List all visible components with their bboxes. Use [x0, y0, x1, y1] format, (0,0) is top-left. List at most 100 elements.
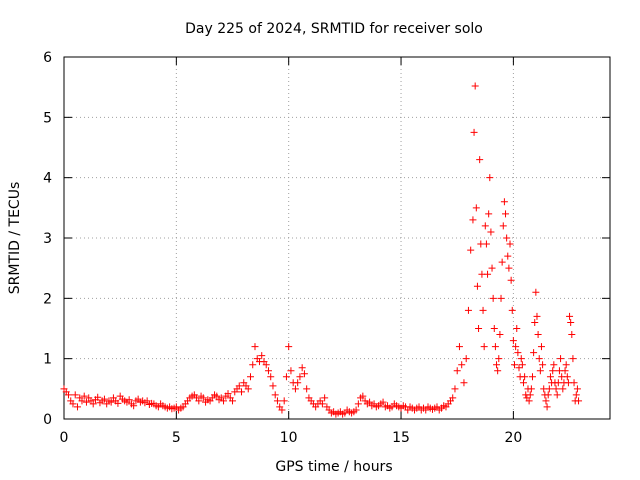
data-point — [273, 397, 281, 405]
data-point — [460, 379, 468, 387]
data-point — [544, 391, 552, 399]
data-point — [296, 373, 304, 381]
data-point — [493, 361, 501, 369]
y-tick-label: 4 — [43, 171, 52, 187]
data-point — [521, 373, 529, 381]
data-point — [566, 312, 574, 320]
data-point — [224, 390, 232, 398]
data-point — [464, 306, 472, 314]
data-point — [561, 367, 569, 375]
grid-layer — [64, 57, 610, 419]
data-point — [482, 240, 490, 248]
data-point — [504, 252, 512, 260]
data-point — [519, 379, 527, 387]
data-point — [497, 294, 505, 302]
data-point — [562, 361, 570, 369]
y-tick-label: 5 — [43, 110, 52, 126]
data-point — [238, 388, 246, 396]
data-point — [499, 222, 507, 230]
data-point — [285, 343, 293, 351]
data-point — [280, 397, 288, 405]
data-point — [298, 364, 306, 372]
data-point — [100, 395, 108, 403]
data-point — [484, 270, 492, 278]
data-point — [569, 355, 577, 363]
data-point — [539, 361, 547, 369]
data-point — [490, 325, 498, 332]
data-point — [458, 361, 466, 369]
data-point — [491, 343, 499, 351]
data-point — [557, 355, 565, 363]
data-point — [282, 373, 290, 381]
data-point — [494, 367, 502, 375]
data-point — [480, 343, 488, 351]
data-point — [512, 343, 520, 351]
data-point — [246, 373, 254, 381]
data-point — [291, 385, 299, 393]
data-point — [525, 397, 533, 405]
data-point — [486, 174, 494, 182]
data-point — [449, 394, 457, 402]
data-point — [73, 403, 81, 411]
data-point — [80, 392, 88, 400]
data-point — [530, 349, 538, 357]
data-point — [130, 402, 138, 410]
data-point — [496, 331, 504, 339]
data-point — [267, 373, 275, 381]
data-point — [481, 222, 489, 230]
data-point — [514, 349, 522, 357]
data-point — [354, 400, 362, 408]
data-point — [467, 246, 475, 254]
data-point — [94, 393, 102, 401]
data-point — [511, 361, 519, 369]
y-tick-label: 0 — [43, 412, 52, 428]
data-point — [515, 364, 523, 372]
data-point — [495, 355, 503, 363]
data-point — [543, 403, 551, 411]
chart-title: Day 225 of 2024, SRMTID for receiver sol… — [185, 21, 483, 37]
data-point — [537, 343, 545, 351]
data-point — [89, 400, 97, 408]
data-point — [518, 361, 526, 369]
data-point — [535, 355, 543, 363]
x-tick-label: 0 — [60, 430, 69, 446]
data-point — [303, 385, 311, 393]
data-point — [531, 318, 539, 326]
x-tick-label: 10 — [280, 430, 298, 446]
data-point — [262, 361, 270, 369]
x-tick-label: 20 — [504, 430, 522, 446]
points-layer — [60, 82, 583, 418]
data-point — [300, 370, 308, 378]
data-point — [125, 396, 133, 404]
data-point — [533, 312, 541, 320]
data-point — [517, 355, 525, 363]
axis-layer — [63, 56, 611, 420]
data-point — [235, 382, 243, 390]
data-point — [379, 398, 387, 406]
data-point — [507, 276, 515, 284]
data-point — [220, 397, 228, 405]
data-point — [513, 325, 521, 332]
data-point — [258, 352, 266, 360]
data-point — [506, 240, 514, 248]
y-tick-label: 2 — [43, 291, 52, 307]
data-point — [550, 361, 558, 369]
x-axis-label: GPS time / hours — [275, 459, 392, 475]
x-tick-label: 5 — [172, 430, 181, 446]
data-point — [143, 397, 151, 405]
data-point — [71, 391, 79, 399]
data-point — [570, 379, 578, 387]
data-point — [352, 406, 360, 414]
data-point — [366, 398, 374, 406]
data-point — [82, 398, 90, 406]
data-point — [546, 373, 554, 381]
data-point — [271, 391, 279, 399]
data-point — [244, 385, 252, 393]
data-point — [199, 394, 207, 402]
data-point — [552, 385, 560, 393]
data-point — [249, 361, 257, 369]
data-point — [542, 397, 550, 405]
data-point — [485, 210, 493, 218]
data-point — [563, 373, 571, 381]
data-point — [287, 367, 295, 375]
